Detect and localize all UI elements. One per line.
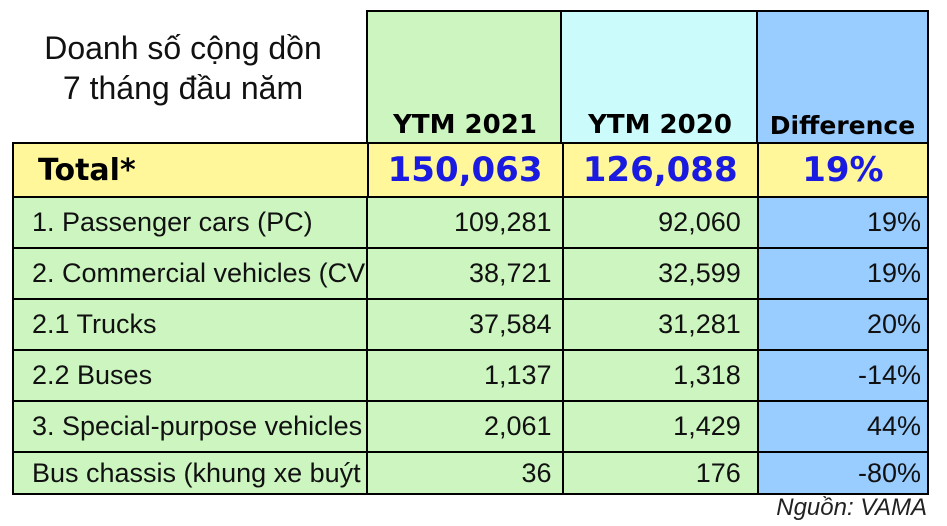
total-ytm2020: 126,088 — [561, 144, 757, 196]
row-ytm2021: 2,061 — [366, 402, 561, 451]
total-ytm2021: 150,063 — [366, 144, 562, 196]
total-difference: 19% — [756, 144, 927, 196]
row-ytm2020: 176 — [561, 453, 757, 493]
row-ytm2021: 1,137 — [366, 351, 561, 400]
row-ytm2020: 1,318 — [561, 351, 757, 400]
row-difference: 44% — [756, 402, 927, 451]
row-ytm2021: 38,721 — [366, 249, 561, 298]
table-row: 2.1 Trucks 37,584 31,281 20% — [12, 298, 929, 349]
header-ytm2021: YTM 2021 — [366, 10, 562, 142]
row-difference: 19% — [756, 249, 927, 298]
table-row: 2. Commercial vehicles (CV 38,721 32,599… — [12, 247, 929, 298]
source-note: Nguồn: VAMA — [776, 494, 927, 521]
title-line-1: Doanh số cộng dồn — [44, 30, 322, 66]
header-difference: Difference — [756, 10, 929, 142]
row-ytm2020: 92,060 — [561, 198, 757, 247]
row-label: 3. Special-purpose vehicles — [32, 411, 363, 441]
table-row: 1. Passenger cars (PC) 109,281 92,060 19… — [12, 196, 929, 247]
row-difference: 19% — [756, 198, 927, 247]
table-title: Doanh số cộng dồn 7 tháng đầu năm — [0, 28, 366, 108]
row-ytm2020: 1,429 — [561, 402, 757, 451]
table-row: Bus chassis (khung xe buýt 36 176 -80% — [12, 451, 929, 495]
row-difference: -80% — [756, 453, 927, 493]
row-ytm2021: 109,281 — [366, 198, 561, 247]
row-label: 2.1 Trucks — [32, 309, 157, 339]
header-ytm2020: YTM 2020 — [560, 10, 758, 142]
row-label: Bus chassis (khung xe buýt — [32, 457, 361, 488]
table-row: 3. Special-purpose vehicles 2,061 1,429 … — [12, 400, 929, 451]
total-row: Total* 150,063 126,088 19% — [12, 142, 929, 196]
row-label: 2.2 Buses — [32, 360, 153, 390]
row-label: 1. Passenger cars (PC) — [32, 207, 313, 237]
table-row: 2.2 Buses 1,137 1,318 -14% — [12, 349, 929, 400]
row-label: 2. Commercial vehicles (CV — [32, 258, 366, 288]
row-ytm2020: 32,599 — [561, 249, 757, 298]
row-ytm2021: 36 — [366, 453, 561, 493]
row-difference: 20% — [756, 300, 927, 349]
row-ytm2021: 37,584 — [366, 300, 561, 349]
title-line-2: 7 tháng đầu năm — [62, 70, 304, 106]
row-difference: -14% — [756, 351, 927, 400]
total-label: Total* — [38, 152, 136, 188]
row-ytm2020: 31,281 — [561, 300, 757, 349]
